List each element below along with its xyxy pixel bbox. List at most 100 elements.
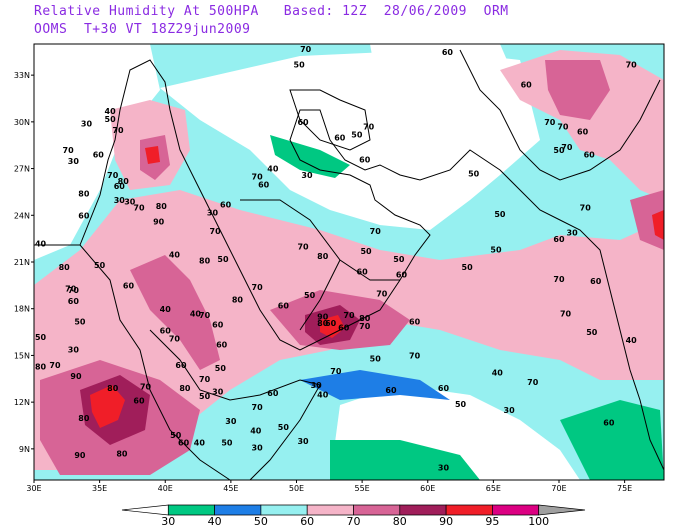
dry-region-iran: [370, 44, 520, 175]
colorbar-swatch: [167, 504, 215, 516]
lon-label: 60E: [420, 484, 435, 493]
colorbar-label: 50: [254, 515, 268, 525]
map-subtitle: OOMS T+30 VT 18Z29jun2009: [34, 22, 251, 37]
contour-label: 60: [267, 389, 279, 398]
contour-label: 60: [357, 267, 369, 276]
contour-label: 80: [199, 257, 211, 266]
contour-label: 70: [63, 146, 75, 155]
contour-label: 80: [317, 252, 329, 261]
contour-label: 60: [114, 182, 126, 191]
contour-label: 50: [304, 291, 316, 300]
lat-label: 33N: [14, 71, 30, 80]
coastline-horn: [149, 329, 321, 481]
contour-label: 70: [527, 378, 539, 387]
contour-label: 40: [35, 239, 47, 248]
contour-label: 60: [123, 281, 135, 290]
contour-label: 70: [376, 289, 388, 298]
contour-label: 30: [297, 437, 309, 446]
contour-label: 40: [626, 336, 638, 345]
contour-label: 70: [561, 143, 573, 152]
contour-label: 50: [74, 317, 86, 326]
contour-label: 90: [317, 313, 329, 322]
contour-label: 60: [175, 361, 187, 370]
coastline-gulf: [289, 89, 371, 151]
contour-label: 30: [252, 443, 264, 452]
contour-label: 80: [78, 414, 90, 423]
contour-label: 70: [359, 322, 371, 331]
contour-label: 50: [94, 261, 106, 270]
contour-label: 90: [74, 451, 86, 460]
colorbar-swatch: [306, 504, 354, 516]
contour-label: 70: [252, 283, 264, 292]
contour-label: 70: [363, 123, 375, 132]
contour-label: 60: [297, 118, 309, 127]
contour-label: 50: [360, 247, 372, 256]
contour-label: 30: [212, 387, 224, 396]
colorbar-swatch: [492, 504, 540, 516]
contour-label: 50: [199, 392, 211, 401]
contour-label: 80: [107, 384, 119, 393]
contour-label: 70: [560, 310, 572, 319]
contour-label: 50: [105, 115, 117, 124]
border-africa: [79, 244, 231, 481]
red-area-south: [90, 385, 125, 428]
contour-label: 70: [626, 60, 638, 69]
contour-label: 60: [553, 235, 565, 244]
contour-label: 80: [179, 384, 191, 393]
contour-label: 70: [252, 172, 264, 181]
contour-label: 70: [343, 311, 355, 320]
contour-label: 80: [78, 190, 90, 199]
contour-label: 80: [116, 450, 128, 459]
colorbar-swatch: [399, 504, 447, 516]
border-arabia: [240, 199, 400, 331]
contour-label: 30: [311, 381, 323, 390]
contour-label: 30: [567, 229, 579, 238]
contour-label: 60: [278, 302, 290, 311]
contour-label: 60: [584, 151, 596, 160]
contour-label: 60: [577, 127, 589, 136]
contour-label: 60: [220, 201, 232, 210]
contour-label: 70: [553, 275, 565, 284]
colorbar-swatch: [260, 504, 308, 516]
contour-label: 50: [455, 400, 467, 409]
contour-label: 60: [521, 81, 533, 90]
axis-ticks: 30E 35E 40E 45E 50E 55E 60E 65E 70E 75E 33N 30N 27N 2…: [14, 71, 632, 493]
contour-label: 40: [105, 107, 117, 116]
lon-label: 75E: [617, 484, 632, 493]
lon-label: 50E: [289, 484, 304, 493]
contour-label: 30: [81, 120, 93, 129]
lon-label: 30E: [26, 484, 41, 493]
contour-label: 70: [133, 204, 145, 213]
contour-label: 40: [317, 390, 329, 399]
contour-label: 60: [178, 439, 190, 448]
contour-label: 80: [156, 202, 168, 211]
lat-label: 18N: [14, 305, 30, 314]
contour-label: 70: [107, 171, 119, 180]
contour-label: 50: [586, 328, 598, 337]
colorbar-label: 70: [347, 515, 361, 525]
colorbar-label: 95: [485, 515, 499, 525]
red-area-east: [652, 210, 664, 240]
border-east: [459, 49, 661, 181]
contour-label: 60: [409, 317, 421, 326]
lon-label: 55E: [355, 484, 370, 493]
contour-label: 30: [207, 208, 219, 217]
contour-label: 60: [590, 277, 602, 286]
colorbar-swatch: [353, 504, 401, 516]
contour-label: 70: [409, 352, 421, 361]
contour-label: 80: [118, 177, 130, 186]
contour-label: 70: [49, 361, 61, 370]
contour-label: 70: [199, 311, 211, 320]
contour-label: 80: [59, 263, 71, 272]
contour-label: 70: [199, 375, 211, 384]
colorbar-swatch: [445, 504, 493, 516]
contour-label: 50: [294, 60, 306, 69]
map-fields: [34, 44, 664, 480]
contour-label: 60: [359, 155, 371, 164]
contour-label: 30: [68, 345, 80, 354]
lon-label: 40E: [158, 484, 173, 493]
lat-label: 9N: [19, 445, 30, 454]
contour-label: 70: [169, 334, 181, 343]
